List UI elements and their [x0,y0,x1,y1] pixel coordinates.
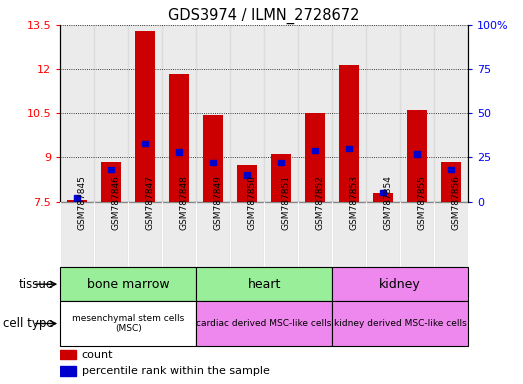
Bar [176,149,182,155]
Bar [332,202,366,267]
Bar [196,267,332,301]
Bar [169,74,189,202]
Bar [366,202,400,267]
Text: GSM787856: GSM787856 [451,175,460,230]
Bar [332,25,366,202]
Bar [128,202,162,267]
Text: cardiac derived MSC-like cells: cardiac derived MSC-like cells [197,319,332,328]
Bar [332,267,468,301]
Bar [332,301,468,346]
Bar [264,202,298,267]
Bar [60,267,196,301]
Text: heart: heart [247,278,281,291]
Text: kidney: kidney [379,278,421,291]
Bar [135,31,155,202]
Text: percentile rank within the sample: percentile rank within the sample [82,366,269,376]
Bar [67,200,87,202]
Bar [448,167,454,172]
Bar [373,193,393,202]
Bar [94,25,128,202]
Bar [196,301,332,346]
Bar [230,25,264,202]
Text: cell type: cell type [3,317,53,330]
Bar [305,113,325,202]
Text: GSM787850: GSM787850 [247,175,256,230]
Bar [60,301,196,346]
Text: GSM787854: GSM787854 [383,175,392,230]
Bar [128,25,162,202]
Text: mesenchymal stem cells
(MSC): mesenchymal stem cells (MSC) [72,314,184,333]
Bar [271,154,291,202]
Text: bone marrow: bone marrow [87,278,169,291]
Bar [278,160,284,166]
Bar [264,25,298,202]
Bar [108,167,114,172]
Bar [60,202,94,267]
Bar [60,366,76,376]
Text: GSM787848: GSM787848 [179,175,188,230]
Bar [298,202,332,267]
Bar [203,115,223,202]
Bar [434,202,468,267]
Bar [244,172,250,178]
Bar [230,202,264,267]
Bar [101,162,121,202]
Text: kidney derived MSC-like cells: kidney derived MSC-like cells [334,319,467,328]
Text: GSM787849: GSM787849 [213,175,222,230]
Bar [380,190,386,195]
Text: GSM787855: GSM787855 [417,175,426,230]
Bar [298,25,332,202]
Bar [339,65,359,202]
Text: count: count [82,350,113,360]
Bar [94,202,128,267]
Bar [210,160,216,166]
Bar [346,146,352,151]
Bar [74,195,80,201]
Text: GSM787853: GSM787853 [349,175,358,230]
Text: GSM787852: GSM787852 [315,175,324,230]
Text: tissue: tissue [18,278,53,291]
Text: GSM787846: GSM787846 [111,175,120,230]
Bar [142,141,148,146]
Title: GDS3974 / ILMN_2728672: GDS3974 / ILMN_2728672 [168,7,360,23]
Bar [407,110,427,202]
Bar [400,25,434,202]
Bar [312,148,318,153]
Text: GSM787847: GSM787847 [145,175,154,230]
Bar [60,25,94,202]
Text: GSM787845: GSM787845 [77,175,86,230]
Text: GSM787851: GSM787851 [281,175,290,230]
Bar [414,151,420,157]
Bar [237,165,257,202]
Bar [366,25,400,202]
Bar [400,202,434,267]
Bar [441,162,461,202]
Bar [162,202,196,267]
Bar [434,25,468,202]
Bar [196,202,230,267]
Bar [162,25,196,202]
Bar [60,350,76,359]
Bar [196,25,230,202]
